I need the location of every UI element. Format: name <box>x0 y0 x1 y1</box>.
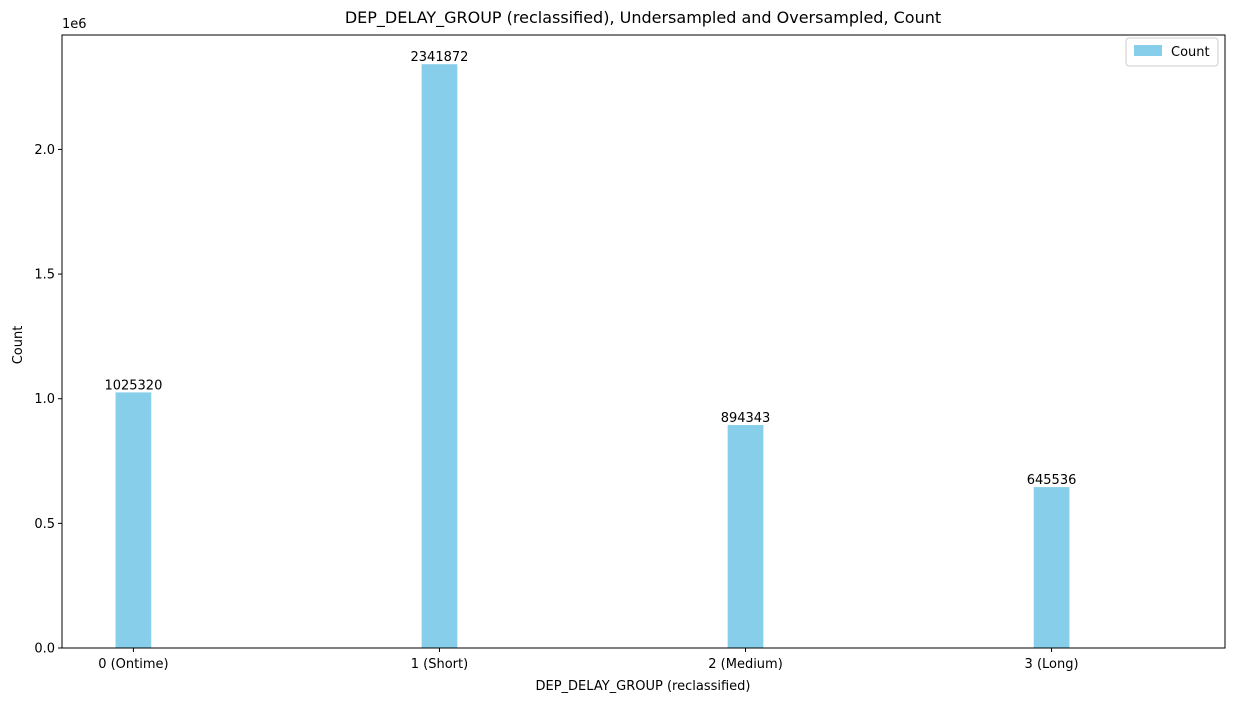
x-axis: 0 (Ontime) 1 (Short) 2 (Medium) 3 (Long) <box>98 648 1079 672</box>
legend-label: Count <box>1171 45 1210 60</box>
y-tick-label-4: 2.0 <box>34 143 55 158</box>
y-tick-label-1: 0.5 <box>34 517 55 532</box>
legend: Count <box>1125 37 1219 67</box>
bar-labels-group: 1025320 2341872 894343 645536 <box>104 50 1076 488</box>
bar-value-label-0: 1025320 <box>104 378 162 393</box>
x-tick-label-3: 3 (Long) <box>1025 657 1079 672</box>
x-tick-label-1: 1 (Short) <box>411 657 468 672</box>
y-axis-label: Count <box>11 326 26 365</box>
y-offset-label: 1e6 <box>62 17 87 32</box>
bar-value-label-3: 645536 <box>1027 473 1077 488</box>
legend-swatch <box>1134 45 1162 56</box>
bar-0 <box>115 392 152 648</box>
x-tick-label-0: 0 (Ontime) <box>98 657 168 672</box>
bar-value-label-2: 894343 <box>721 411 771 426</box>
bars-group <box>115 64 1070 649</box>
y-tick-label-3: 1.5 <box>34 268 55 283</box>
bar-value-label-1: 2341872 <box>411 50 469 65</box>
x-axis-label: DEP_DELAY_GROUP (reclassified) <box>535 679 750 694</box>
axes-frame <box>61 34 1226 649</box>
bar-3 <box>1033 487 1070 648</box>
y-tick-label-0: 0.0 <box>34 642 55 657</box>
y-axis: 0.0 0.5 1.0 1.5 2.0 <box>34 143 62 657</box>
bar-2 <box>727 425 764 648</box>
y-tick-label-2: 1.0 <box>34 392 55 407</box>
x-tick-label-2: 2 (Medium) <box>708 657 783 672</box>
plot-area: 1025320 2341872 894343 645536 0.0 0.5 1.0 1.5 2… <box>34 34 1226 672</box>
chart-title: DEP_DELAY_GROUP (reclassified), Undersam… <box>345 8 941 28</box>
bar-1 <box>421 64 458 649</box>
